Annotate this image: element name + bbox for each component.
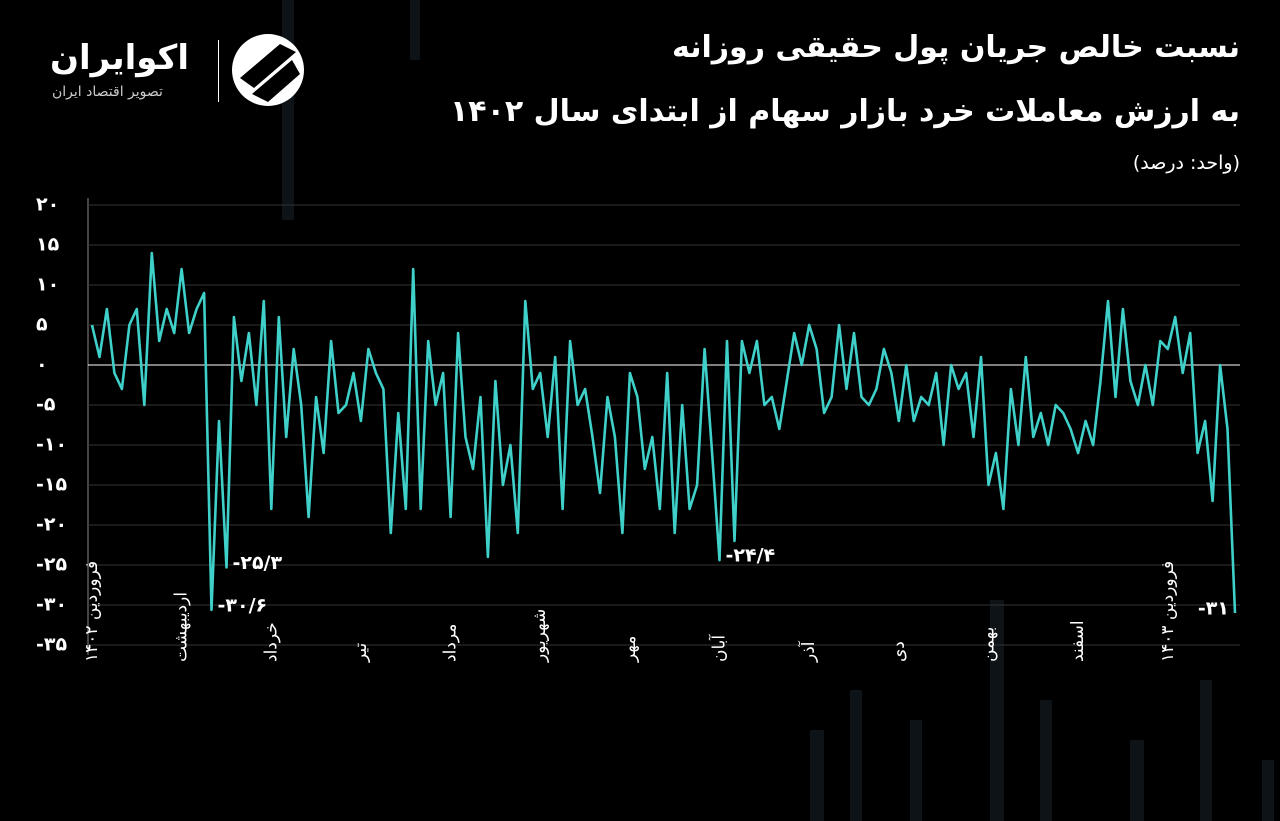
- value-label: -۲۵/۳: [232, 552, 282, 574]
- value-label: -۳۰/۶: [218, 594, 268, 616]
- x-tick-label: تیر: [351, 642, 371, 663]
- x-tick-label: اردیبهشت: [172, 592, 192, 662]
- chart-subtitle: به ارزش معاملات خرد بازار سهام از ابتدای…: [449, 94, 1240, 129]
- unit-label: (واحد: درصد): [1132, 152, 1240, 174]
- x-tick-label: فروردین ۱۴۰۲: [82, 561, 102, 662]
- x-tick-label: مرداد: [441, 624, 461, 662]
- background-decoration: [282, 0, 1274, 821]
- y-tick-label: ۵: [36, 314, 48, 336]
- x-tick-label: آذر: [797, 640, 819, 663]
- y-tick-label: ۱۰: [36, 274, 59, 296]
- y-tick-label: -۵: [36, 394, 56, 416]
- brand-divider: [218, 40, 219, 102]
- y-tick-label: -۲۵: [36, 554, 67, 576]
- brand-name: اکوایران: [50, 38, 189, 78]
- y-tick-label: -۳۰: [36, 594, 67, 616]
- y-tick-label: ۱۵: [36, 234, 60, 256]
- value-label: -۲۴/۴: [726, 545, 776, 567]
- brand-tagline: تصویر اقتصاد ایران: [52, 84, 163, 100]
- x-tick-label: فروردین ۱۴۰۳: [1158, 561, 1178, 662]
- x-tick-label: بهمن: [978, 627, 998, 662]
- y-tick-label: ۰: [36, 354, 48, 376]
- x-tick-label: اسفند: [1068, 620, 1088, 662]
- x-tick-label: مهر: [620, 636, 640, 663]
- y-tick-label: -۱۰: [36, 434, 67, 456]
- x-tick-label: شهریور: [530, 609, 550, 663]
- x-tick-label: آبان: [708, 634, 730, 662]
- value-label: -۳۱: [1198, 598, 1229, 620]
- x-tick-label: خرداد: [261, 622, 281, 662]
- y-tick-label: -۳۵: [36, 634, 67, 656]
- brand-logo: [232, 34, 304, 106]
- chart-title: نسبت خالص جریان پول حقیقی روزانه: [672, 30, 1240, 65]
- y-tick-label: -۱۵: [36, 474, 67, 496]
- y-tick-label: -۲۰: [36, 514, 67, 536]
- x-tick-label: دی: [889, 641, 909, 662]
- y-tick-label: ۲۰: [36, 194, 59, 216]
- data-line: [90, 251, 1237, 614]
